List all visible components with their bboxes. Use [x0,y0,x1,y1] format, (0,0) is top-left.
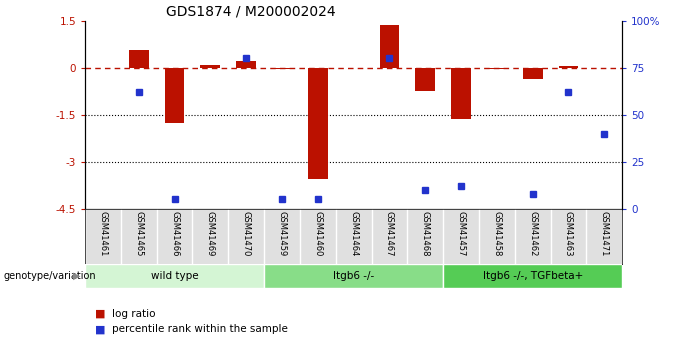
Text: GSM41460: GSM41460 [313,211,322,257]
Text: ▶: ▶ [73,271,81,281]
Bar [379,26,399,68]
Text: GSM41468: GSM41468 [421,211,430,257]
Bar [415,68,435,91]
Text: GDS1874 / M200002024: GDS1874 / M200002024 [165,4,335,18]
Text: GSM41465: GSM41465 [134,211,143,257]
Text: log ratio: log ratio [112,309,156,319]
Bar [443,264,622,288]
Bar [308,68,328,179]
Text: GSM41469: GSM41469 [206,211,215,257]
Text: GSM41464: GSM41464 [349,211,358,257]
Bar [523,68,543,79]
Bar [237,61,256,68]
Bar [129,50,148,68]
Bar [272,68,292,69]
Bar [165,68,184,122]
Text: GSM41461: GSM41461 [99,211,107,257]
Text: GSM41459: GSM41459 [277,211,286,257]
Text: GSM41458: GSM41458 [492,211,501,257]
Text: ■: ■ [95,309,105,319]
Text: GSM41463: GSM41463 [564,211,573,257]
Bar [201,65,220,68]
Text: GSM41471: GSM41471 [600,211,609,257]
Bar [452,68,471,119]
Text: percentile rank within the sample: percentile rank within the sample [112,325,288,334]
Text: GSM41470: GSM41470 [241,211,251,257]
Bar [264,264,443,288]
Bar [85,264,264,288]
Text: genotype/variation: genotype/variation [3,271,96,281]
Text: ■: ■ [95,325,105,334]
Bar [487,68,507,69]
Text: Itgb6 -/-, TGFbeta+: Itgb6 -/-, TGFbeta+ [483,271,583,281]
Bar [559,66,578,68]
Text: GSM41466: GSM41466 [170,211,179,257]
Text: GSM41467: GSM41467 [385,211,394,257]
Text: GSM41457: GSM41457 [456,211,466,257]
Text: wild type: wild type [151,271,199,281]
Text: Itgb6 -/-: Itgb6 -/- [333,271,374,281]
Text: GSM41462: GSM41462 [528,211,537,257]
